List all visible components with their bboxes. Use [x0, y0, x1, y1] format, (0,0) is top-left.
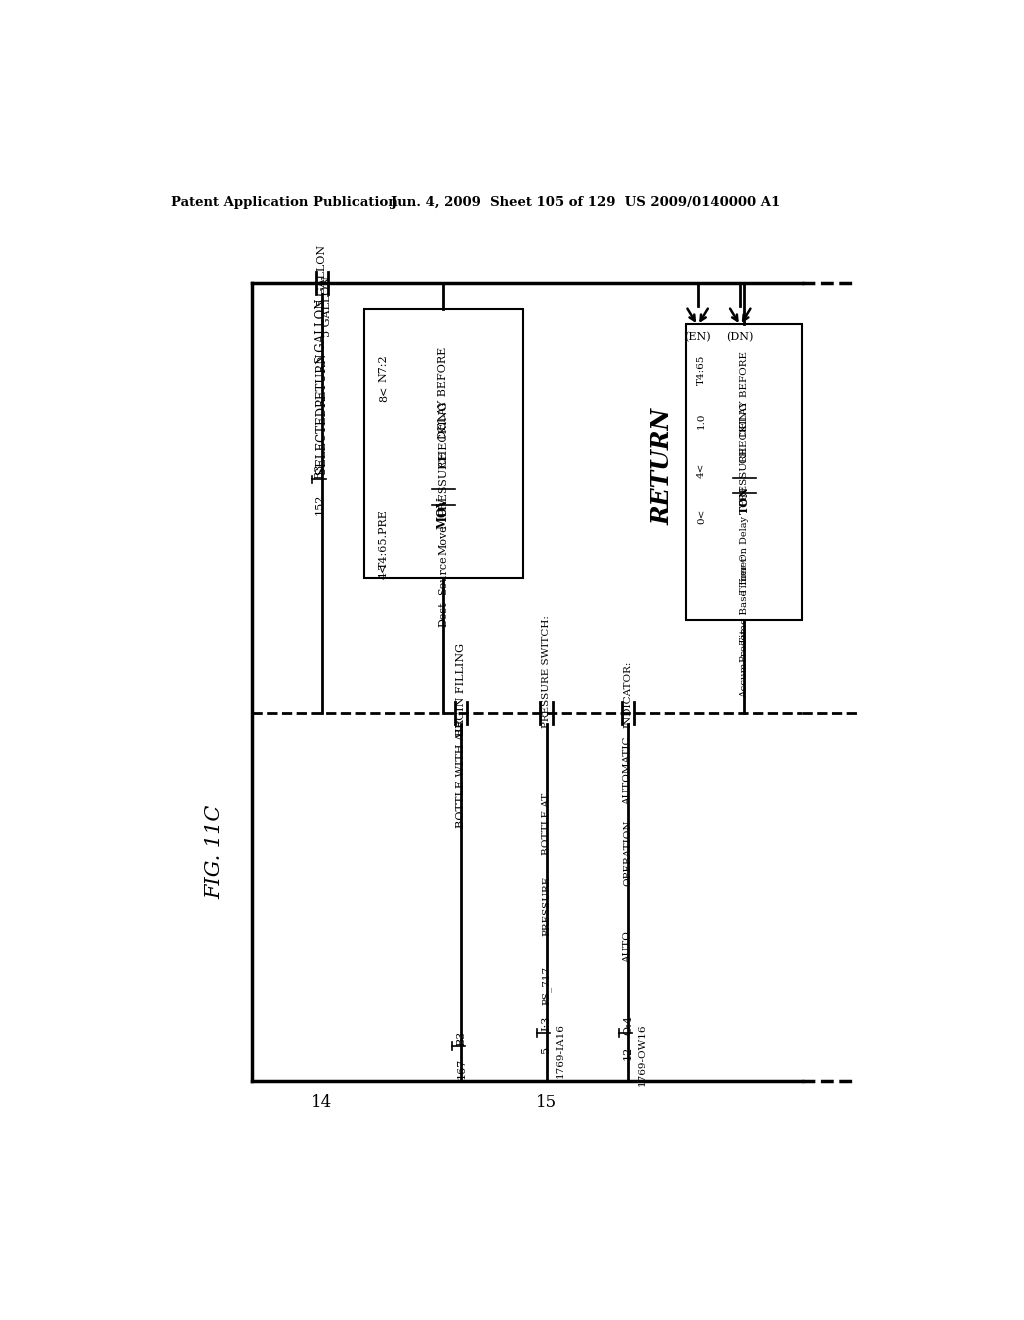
Bar [686, 323, 802, 620]
Text: DELAY BEFORE: DELAY BEFORE [438, 347, 449, 440]
Text: 167: 167 [457, 1057, 466, 1078]
Text: 12: 12 [623, 1047, 633, 1060]
Text: SELECTED: SELECTED [315, 407, 329, 474]
Text: BOTTLE WITH AIR: BOTTLE WITH AIR [457, 719, 466, 829]
Text: N7:2: N7:2 [379, 355, 389, 383]
Text: BOTTLE AT: BOTTLE AT [542, 793, 551, 855]
Text: Move: Move [438, 524, 449, 554]
Text: (DN): (DN) [727, 331, 754, 342]
Text: 15: 15 [536, 1094, 557, 1111]
Text: Timer On Delay: Timer On Delay [739, 516, 749, 594]
Text: DELAY BEFORE: DELAY BEFORE [739, 351, 749, 437]
Text: B3: B3 [314, 465, 325, 479]
Text: (EN): (EN) [684, 331, 711, 342]
Text: 0<: 0< [697, 508, 706, 524]
Text: BEGIN FILLING: BEGIN FILLING [457, 643, 466, 737]
Text: RETURN: RETURN [650, 408, 675, 525]
Text: I:3: I:3 [542, 1015, 552, 1031]
Text: INDICATOR:: INDICATOR: [624, 661, 633, 729]
Text: Source: Source [438, 554, 449, 594]
Text: PRESSURE: PRESSURE [542, 876, 551, 936]
Text: AUTO: AUTO [624, 931, 633, 964]
Text: 1769-OW16: 1769-OW16 [637, 1023, 646, 1085]
Text: 5: 5 [542, 1047, 552, 1053]
Text: PS_717: PS_717 [542, 966, 551, 1006]
Text: Jun. 4, 2009  Sheet 105 of 129  US 2009/0140000 A1: Jun. 4, 2009 Sheet 105 of 129 US 2009/01… [391, 195, 780, 209]
Bar [365, 309, 523, 578]
Text: Preset: Preset [739, 628, 749, 661]
Text: PRESSURE: PRESSURE [438, 451, 449, 516]
Text: 152: 152 [314, 494, 325, 515]
Text: Timer: Timer [739, 554, 749, 586]
Text: CHECKING: CHECKING [739, 401, 749, 463]
Text: AUTOMATIC: AUTOMATIC [624, 737, 633, 805]
Text: Patent Application Publication: Patent Application Publication [171, 195, 397, 209]
Text: OPERATION: OPERATION [624, 820, 633, 886]
Text: TON: TON [738, 486, 750, 513]
Text: B3: B3 [457, 1031, 466, 1045]
Text: RETURN: RETURN [315, 352, 329, 407]
Text: O:4: O:4 [623, 1015, 633, 1035]
Text: 8<: 8< [379, 385, 389, 401]
Text: 4<: 4< [697, 462, 706, 478]
Text: CHECKING: CHECKING [438, 401, 449, 467]
Text: MOV: MOV [437, 498, 450, 529]
Text: 1.0: 1.0 [697, 412, 706, 429]
Text: Time Base: Time Base [739, 590, 749, 644]
Text: 5 GALLON: 5 GALLON [315, 298, 329, 363]
Text: 4<: 4< [379, 562, 389, 579]
Text: PRESSURE: PRESSURE [739, 446, 749, 506]
Text: 1769-IA16: 1769-IA16 [556, 1023, 565, 1078]
Text: 5 GALLON: 5 GALLON [322, 276, 332, 337]
Text: PRESSURE SWITCH:: PRESSURE SWITCH: [542, 615, 551, 729]
Text: T4:65.PRE: T4:65.PRE [379, 508, 389, 569]
Text: FIG. 11C: FIG. 11C [205, 804, 224, 899]
Text: T4:65: T4:65 [697, 355, 706, 385]
Text: Accum: Accum [739, 663, 749, 698]
Text: 5 GALLON: 5 GALLON [316, 246, 327, 306]
Text: 14: 14 [311, 1094, 333, 1111]
Text: Dest: Dest [438, 601, 449, 627]
